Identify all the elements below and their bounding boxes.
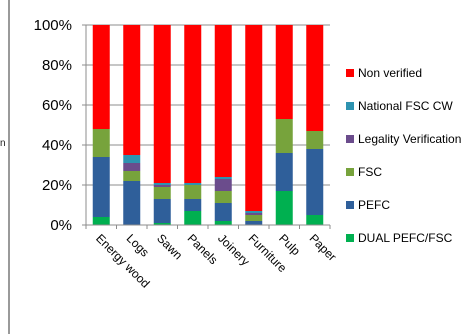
legend-label: PEFC	[358, 198, 390, 212]
bar-segment-national-fsc-cw	[245, 211, 263, 213]
bar-segment-fsc	[153, 187, 171, 199]
bar-segment-legality-verification	[123, 163, 141, 171]
legend-label: DUAL PEFC/FSC	[358, 231, 453, 245]
bar-segment-pefc	[92, 157, 110, 217]
axes	[82, 24, 331, 229]
clipped-left-text: n	[0, 139, 6, 149]
x-category-label: Panels	[185, 231, 221, 267]
bar-segment-pefc	[275, 153, 293, 191]
x-category-label: Joinery	[215, 231, 252, 268]
bars	[92, 25, 324, 225]
legend-item-dual-pefc-fsc: DUAL PEFC/FSC	[346, 231, 453, 245]
legend-swatch	[346, 135, 354, 143]
y-tick-label: 40%	[42, 137, 72, 154]
legend-label: Non verified	[358, 66, 422, 80]
legend: Non verified National FSC CW Legality Veri…	[346, 66, 461, 245]
bar-segment-fsc	[306, 131, 324, 149]
legend-label: Legality Verification	[358, 132, 461, 146]
bar-segment-pefc	[245, 221, 263, 225]
legend-swatch	[346, 102, 354, 110]
legend-swatch	[346, 168, 354, 176]
bar-segment-pefc	[153, 199, 171, 223]
y-tick-label: 0%	[50, 217, 72, 234]
bar-segment-fsc	[123, 171, 141, 181]
bar-segment-pefc	[123, 181, 141, 225]
bar-segment-dual-pefc-fsc	[92, 217, 110, 225]
left-frame-edge	[0, 0, 10, 334]
legend-item-legality-verification: Legality Verification	[346, 132, 461, 146]
bar-segment-dual-pefc-fsc	[214, 221, 232, 225]
legend-item-non-verified: Non verified	[346, 66, 422, 80]
bar-segment-dual-pefc-fsc	[153, 223, 171, 225]
gridlines	[86, 24, 330, 186]
legend-label: National FSC CW	[358, 99, 453, 113]
bar-segment-legality-verification	[214, 179, 232, 191]
legend-item-fsc: FSC	[346, 165, 382, 179]
bar-segment-non-verified	[92, 25, 110, 129]
bar-segment-legality-verification	[245, 213, 263, 215]
y-tick-labels: 0% 20% 40% 60% 80% 100%	[34, 17, 72, 234]
bar-segment-national-fsc-cw	[184, 183, 202, 185]
bar-segment-non-verified	[214, 25, 232, 177]
bar-segment-fsc	[245, 215, 263, 221]
legend-swatch	[346, 234, 354, 242]
y-tick-label: 20%	[42, 177, 72, 194]
legend-item-pefc: PEFC	[346, 198, 390, 212]
bar-segment-fsc	[184, 185, 202, 199]
legend-label: FSC	[358, 165, 382, 179]
bar-segment-national-fsc-cw	[153, 183, 171, 185]
bar-segment-non-verified	[184, 25, 202, 183]
bar-segment-non-verified	[275, 25, 293, 119]
bar-segment-pefc	[214, 203, 232, 221]
y-tick-label: 60%	[42, 97, 72, 114]
bar-segment-legality-verification	[153, 185, 171, 187]
legend-swatch	[346, 201, 354, 209]
bar-segment-non-verified	[245, 25, 263, 211]
bar-segment-fsc	[275, 119, 293, 153]
bar-segment-pefc	[306, 149, 324, 215]
bar-segment-dual-pefc-fsc	[306, 215, 324, 225]
bar-segment-national-fsc-cw	[123, 155, 141, 163]
x-category-label: Paper	[307, 231, 340, 264]
bar-segment-non-verified	[153, 25, 171, 183]
bar-segment-fsc	[92, 129, 110, 157]
legend-item-national-fsc-cw: National FSC CW	[346, 99, 453, 113]
bar-segment-non-verified	[306, 25, 324, 131]
legend-swatch	[346, 69, 354, 77]
bar-segment-non-verified	[123, 25, 141, 155]
x-category-label: Pulp	[276, 231, 303, 258]
y-tick-label: 100%	[34, 17, 72, 34]
bar-segment-fsc	[214, 191, 232, 203]
x-category-label: Sawn	[154, 231, 185, 262]
bar-segment-pefc	[184, 199, 202, 211]
bar-segment-dual-pefc-fsc	[275, 191, 293, 225]
bar-segment-dual-pefc-fsc	[184, 211, 202, 225]
y-tick-label: 80%	[42, 57, 72, 74]
bar-segment-national-fsc-cw	[214, 177, 232, 179]
